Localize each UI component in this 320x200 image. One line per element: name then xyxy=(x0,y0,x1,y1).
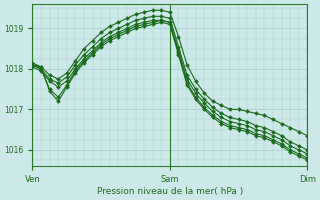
X-axis label: Pression niveau de la mer( hPa ): Pression niveau de la mer( hPa ) xyxy=(97,187,243,196)
